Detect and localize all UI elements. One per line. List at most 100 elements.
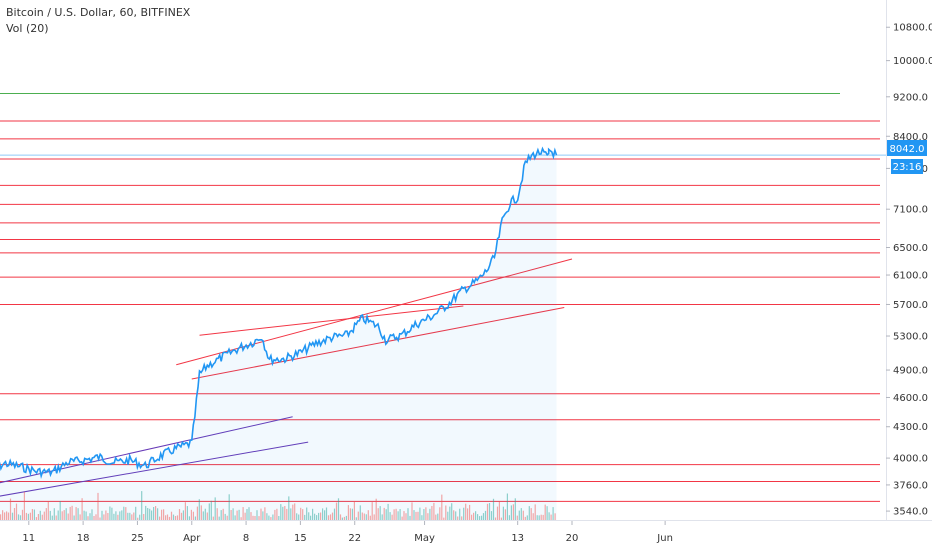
volume-bar <box>536 515 538 521</box>
volume-bar <box>155 506 157 521</box>
trend-line <box>0 441 309 497</box>
volume-bar <box>312 508 314 521</box>
volume-bar <box>168 516 171 521</box>
volume-bar <box>2 510 4 521</box>
volume-bar <box>481 515 483 521</box>
x-tick-label: 22 <box>348 533 361 544</box>
volume-bar <box>397 511 399 521</box>
trend-line <box>191 307 565 380</box>
volume-bar <box>125 507 127 521</box>
volume-bar <box>359 505 361 521</box>
volume-bar <box>230 510 232 521</box>
volume-bar <box>182 510 184 521</box>
y-tick-label: 8400.0 <box>893 132 928 143</box>
volume-bar <box>300 507 302 521</box>
price-axis[interactable]: 3540.0 3760.0 4000.0 4300.0 4600.0 4900.0 5300… <box>886 23 932 518</box>
volume-bar <box>325 507 328 521</box>
volume-bar <box>508 515 510 521</box>
volume-bar <box>139 514 141 521</box>
volume-bar <box>29 512 31 521</box>
volume-bar <box>401 516 403 521</box>
volume-bar <box>266 513 268 521</box>
volume-bar <box>417 511 419 521</box>
volume-bar <box>329 514 332 521</box>
volume-bar <box>6 511 8 521</box>
volume-bar <box>21 509 24 521</box>
volume-bar <box>97 492 99 521</box>
volume-bar <box>11 512 14 521</box>
volume-bar <box>109 506 111 521</box>
volume-bar <box>502 506 504 521</box>
volume-bar <box>129 512 131 521</box>
volume-bar <box>351 508 353 521</box>
volume-bar <box>77 508 79 521</box>
volume-bar <box>119 511 121 521</box>
volume-bar <box>318 512 320 521</box>
volume-bar <box>178 509 181 521</box>
volume-bar <box>447 511 449 521</box>
volume-bar <box>335 502 338 521</box>
volume-bar <box>194 516 196 521</box>
volume-bar <box>324 510 326 521</box>
volume-bar <box>69 506 71 521</box>
volume-bar <box>157 508 159 521</box>
volume-bar <box>41 514 43 521</box>
volume-bar <box>73 515 75 521</box>
volume-bar <box>552 507 554 521</box>
y-tick-label: 4600.0 <box>893 393 928 404</box>
volume-bar <box>23 491 25 521</box>
volume-bar <box>477 514 479 521</box>
volume-bar <box>149 508 151 521</box>
y-tick-label: 4900.0 <box>893 366 928 377</box>
volume-bar <box>43 511 45 521</box>
volume-bar <box>419 507 421 521</box>
volume-bar <box>427 513 429 521</box>
volume-bar <box>554 513 556 521</box>
volume-bar <box>506 493 508 521</box>
x-tick-label: Apr <box>183 533 201 544</box>
volume-bar <box>99 517 101 521</box>
volume-bar <box>75 507 77 521</box>
volume-bar <box>341 517 343 521</box>
volume-bar <box>373 514 375 521</box>
volume-bar <box>39 510 41 521</box>
volume-bar <box>445 505 447 521</box>
price-badge: 8042.0 23:16 <box>887 140 927 174</box>
volume-bar <box>280 504 282 521</box>
symbol-title[interactable]: Bitcoin / U.S. Dollar, 60, BITFINEX <box>6 6 191 19</box>
x-tick-label: 25 <box>131 533 144 544</box>
volume-bar <box>302 509 304 521</box>
volume-bar <box>361 512 363 521</box>
volume-bar <box>467 508 469 521</box>
volume-bar <box>57 510 59 521</box>
x-tick-label: 13 <box>511 533 524 544</box>
volume-bar <box>101 510 103 521</box>
volume-indicator-label[interactable]: Vol (20) <box>6 22 49 35</box>
volume-bar <box>236 510 238 521</box>
volume-bar <box>232 508 234 521</box>
volume-bar <box>290 508 292 521</box>
y-tick-label: 3760.0 <box>893 480 928 491</box>
volume-bar <box>135 506 137 521</box>
volume-bar <box>115 511 117 521</box>
volume-bar <box>163 509 165 521</box>
volume-bar <box>282 506 284 521</box>
volume-bar <box>383 507 385 521</box>
volume-bar <box>63 510 65 521</box>
time-axis[interactable]: 11 18 25 Apr 8 15 22 May 13 20 Jun <box>22 521 673 544</box>
volume-bar <box>81 498 83 521</box>
volume-bar <box>67 513 69 521</box>
volume-bar <box>250 512 252 521</box>
volume-bar <box>198 499 200 521</box>
volume-bar <box>246 509 248 521</box>
volume-bar <box>79 514 81 521</box>
volume-bar <box>548 512 550 521</box>
volume-bar <box>437 513 439 521</box>
y-tick-label: 4300.0 <box>893 422 928 433</box>
y-tick-label: 3540.0 <box>893 507 928 518</box>
volume-bar <box>242 507 244 521</box>
volume-bar <box>453 510 455 521</box>
volume-bar <box>504 509 506 521</box>
volume-bar <box>286 508 288 521</box>
